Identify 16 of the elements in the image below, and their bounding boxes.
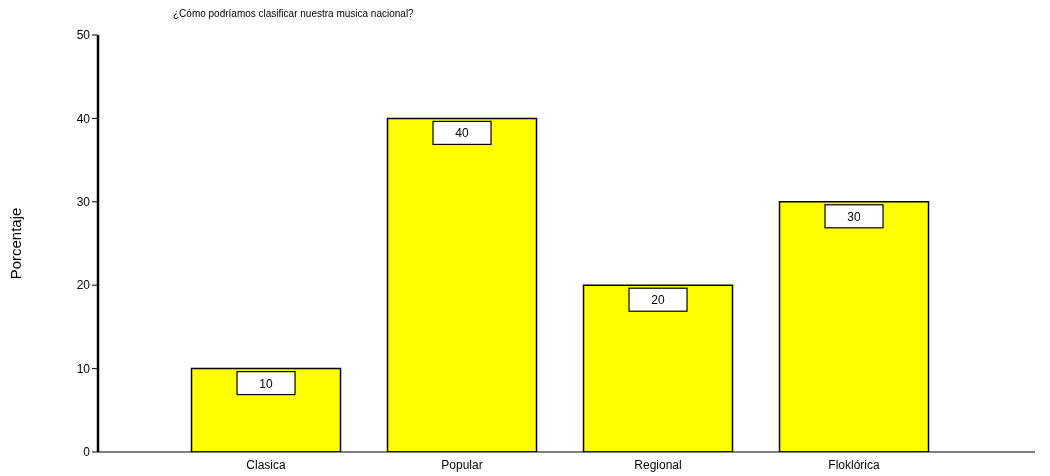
y-tick-label: 30 (76, 195, 91, 210)
y-axis-title: Porcentaje (7, 207, 25, 280)
y-tick-label: 0 (83, 445, 91, 460)
x-tick-label: Clasica (246, 457, 286, 472)
x-tick-label: Floklórica (828, 457, 880, 472)
chart-title: ¿Cómo podríamos clasificar nuestra musica nacional? (173, 8, 414, 19)
data-label: 40 (455, 126, 470, 141)
x-tick-label: Regional (634, 457, 682, 472)
y-tick-label: 50 (76, 28, 91, 43)
y-tick-label: 10 (76, 361, 91, 376)
x-tick-label: Popular (441, 457, 483, 472)
data-label: 20 (651, 293, 666, 308)
y-tick-label: 20 (76, 278, 91, 293)
data-label: 10 (259, 376, 274, 391)
y-tick-label: 40 (76, 111, 91, 126)
data-label: 30 (847, 209, 862, 224)
